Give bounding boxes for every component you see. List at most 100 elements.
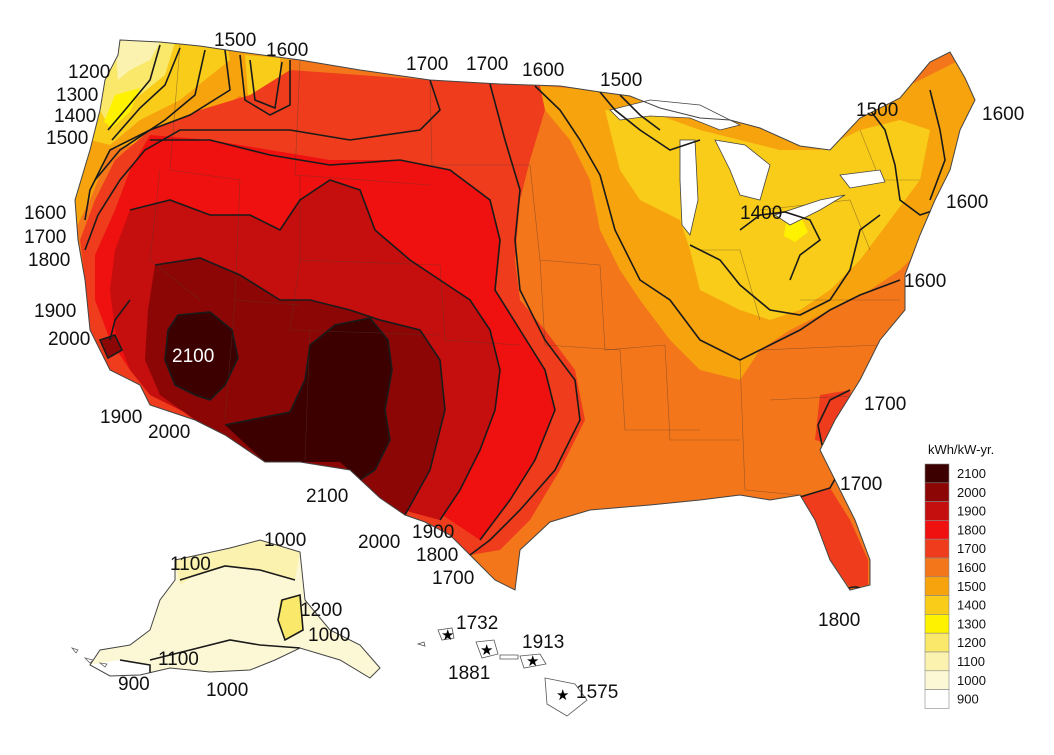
station-label: 1732 — [456, 613, 498, 634]
legend-label: 1900 — [957, 504, 986, 519]
legend-swatch — [924, 501, 950, 521]
contour-label: 1600 — [266, 40, 308, 61]
contour-label: 1100 — [158, 649, 199, 670]
lake-huron — [714, 139, 771, 201]
ak-region-1100 — [175, 540, 300, 585]
contour-label: 1000 — [264, 530, 306, 551]
contour-label: 1700 — [840, 474, 882, 495]
legend-swatch — [924, 520, 950, 540]
contour-label: 1900 — [34, 301, 76, 322]
contour-label: 1800 — [28, 250, 70, 271]
alaska-outline — [89, 539, 381, 679]
legend-swatch — [924, 595, 950, 615]
legend-label: 2000 — [957, 485, 986, 500]
legend-swatch — [924, 689, 950, 709]
station-star-icon: ★ — [526, 652, 539, 670]
contour-label: 2000 — [148, 422, 190, 443]
hawaii: ★ ★ ★ ★ 1732 1881 1913 1575 — [416, 613, 618, 717]
us-outline — [74, 39, 976, 591]
legend-label: 1000 — [957, 673, 986, 688]
contour-label: 1900 — [412, 522, 454, 543]
legend-swatch — [924, 651, 950, 672]
island-molokai — [499, 654, 519, 660]
legend-swatches: 2100 2000 1900 1800 1700 1600 1500 1400 1300 1200… — [924, 463, 986, 709]
legend-swatch — [924, 576, 950, 596]
lake-ontario — [839, 169, 886, 189]
island-maui — [519, 653, 547, 669]
contour-label: 1300 — [56, 85, 98, 106]
island-oahu — [475, 639, 499, 659]
contour-label: 1100 — [170, 554, 211, 575]
legend-label: 2100 — [957, 466, 986, 481]
contour-label: 1500 — [600, 70, 642, 91]
region-2100-az-nm — [225, 318, 392, 480]
contour-label: 1800 — [416, 545, 458, 566]
contour-label: 1600 — [24, 203, 66, 224]
contour-label: 2100 — [172, 346, 214, 367]
legend-label: 1500 — [957, 579, 986, 594]
contour-label: 1700 — [864, 394, 906, 415]
contour-label: 1800 — [818, 610, 860, 631]
legend-swatch — [924, 557, 950, 578]
contour-label: 1600 — [904, 271, 946, 292]
station-label: 1913 — [522, 632, 564, 653]
contour-label: 1000 — [206, 680, 248, 701]
legend-swatch — [924, 614, 950, 634]
legend-swatch — [924, 538, 950, 559]
contour-label: 1700 — [406, 54, 448, 75]
contour-label: 900 — [118, 674, 150, 695]
region-1300-core — [104, 88, 140, 128]
contour-label: 1600 — [946, 192, 988, 213]
island-kauai — [437, 627, 455, 641]
region-1700-florida — [790, 488, 868, 588]
station-label: 1881 — [448, 663, 490, 684]
legend-label: 1200 — [957, 635, 986, 650]
legend-swatch — [924, 632, 950, 653]
lake-superior — [609, 99, 742, 131]
legend-label: 1700 — [957, 541, 986, 556]
station-star-icon: ★ — [480, 641, 493, 659]
contour-label: 1600 — [982, 104, 1024, 125]
station-star-icon: ★ — [441, 626, 454, 644]
region-1100-nw — [115, 40, 160, 80]
contour-label: 1700 — [24, 227, 66, 248]
legend-swatch — [924, 463, 950, 484]
legend-swatch — [924, 670, 950, 690]
contour-label: 1400 — [54, 106, 96, 127]
contour-label: 2000 — [358, 532, 400, 553]
legend-label: 1300 — [957, 616, 986, 631]
lake-michigan — [679, 139, 699, 236]
island-niihau — [416, 641, 426, 647]
legend-label: 900 — [957, 692, 979, 707]
station-star-icon: ★ — [556, 686, 569, 704]
contour-label: 1500 — [214, 30, 256, 51]
contour-label: 2100 — [306, 486, 348, 507]
contour-label: 1200 — [68, 62, 110, 83]
region-2100-sw — [165, 312, 238, 400]
island-hawaii — [544, 677, 588, 717]
lake-erie — [774, 194, 846, 226]
contour-label: 1700 — [432, 568, 474, 589]
contour-label: 1200 — [300, 600, 342, 621]
contour-label: 1700 — [466, 54, 508, 75]
contour-label: 1000 — [308, 625, 350, 646]
contour-label: 1900 — [100, 407, 142, 428]
contour-label: 2000 — [48, 329, 90, 350]
legend-label: 1800 — [957, 522, 986, 537]
legend: kWh/kW-yr. 2100 2000 1900 1800 1700 1600 1500 1… — [924, 442, 994, 709]
contour-label: 1600 — [522, 60, 564, 81]
contour-lines — [84, 44, 946, 590]
ak-region-1200 — [278, 595, 303, 640]
legend-label: 1400 — [957, 598, 986, 613]
aleutian-islands — [70, 647, 108, 668]
alaska: 1000 1100 1200 1000 1100 900 1000 — [70, 530, 381, 701]
contiguous-us-regions — [75, 40, 975, 590]
great-lakes — [609, 99, 886, 236]
legend-label: 1100 — [957, 654, 985, 669]
contour-label: 1500 — [856, 100, 898, 121]
station-label: 1575 — [576, 682, 618, 703]
legend-title: kWh/kW-yr. — [928, 442, 994, 457]
contour-label: 1400 — [740, 203, 782, 224]
contour-label: 1500 — [46, 128, 88, 149]
